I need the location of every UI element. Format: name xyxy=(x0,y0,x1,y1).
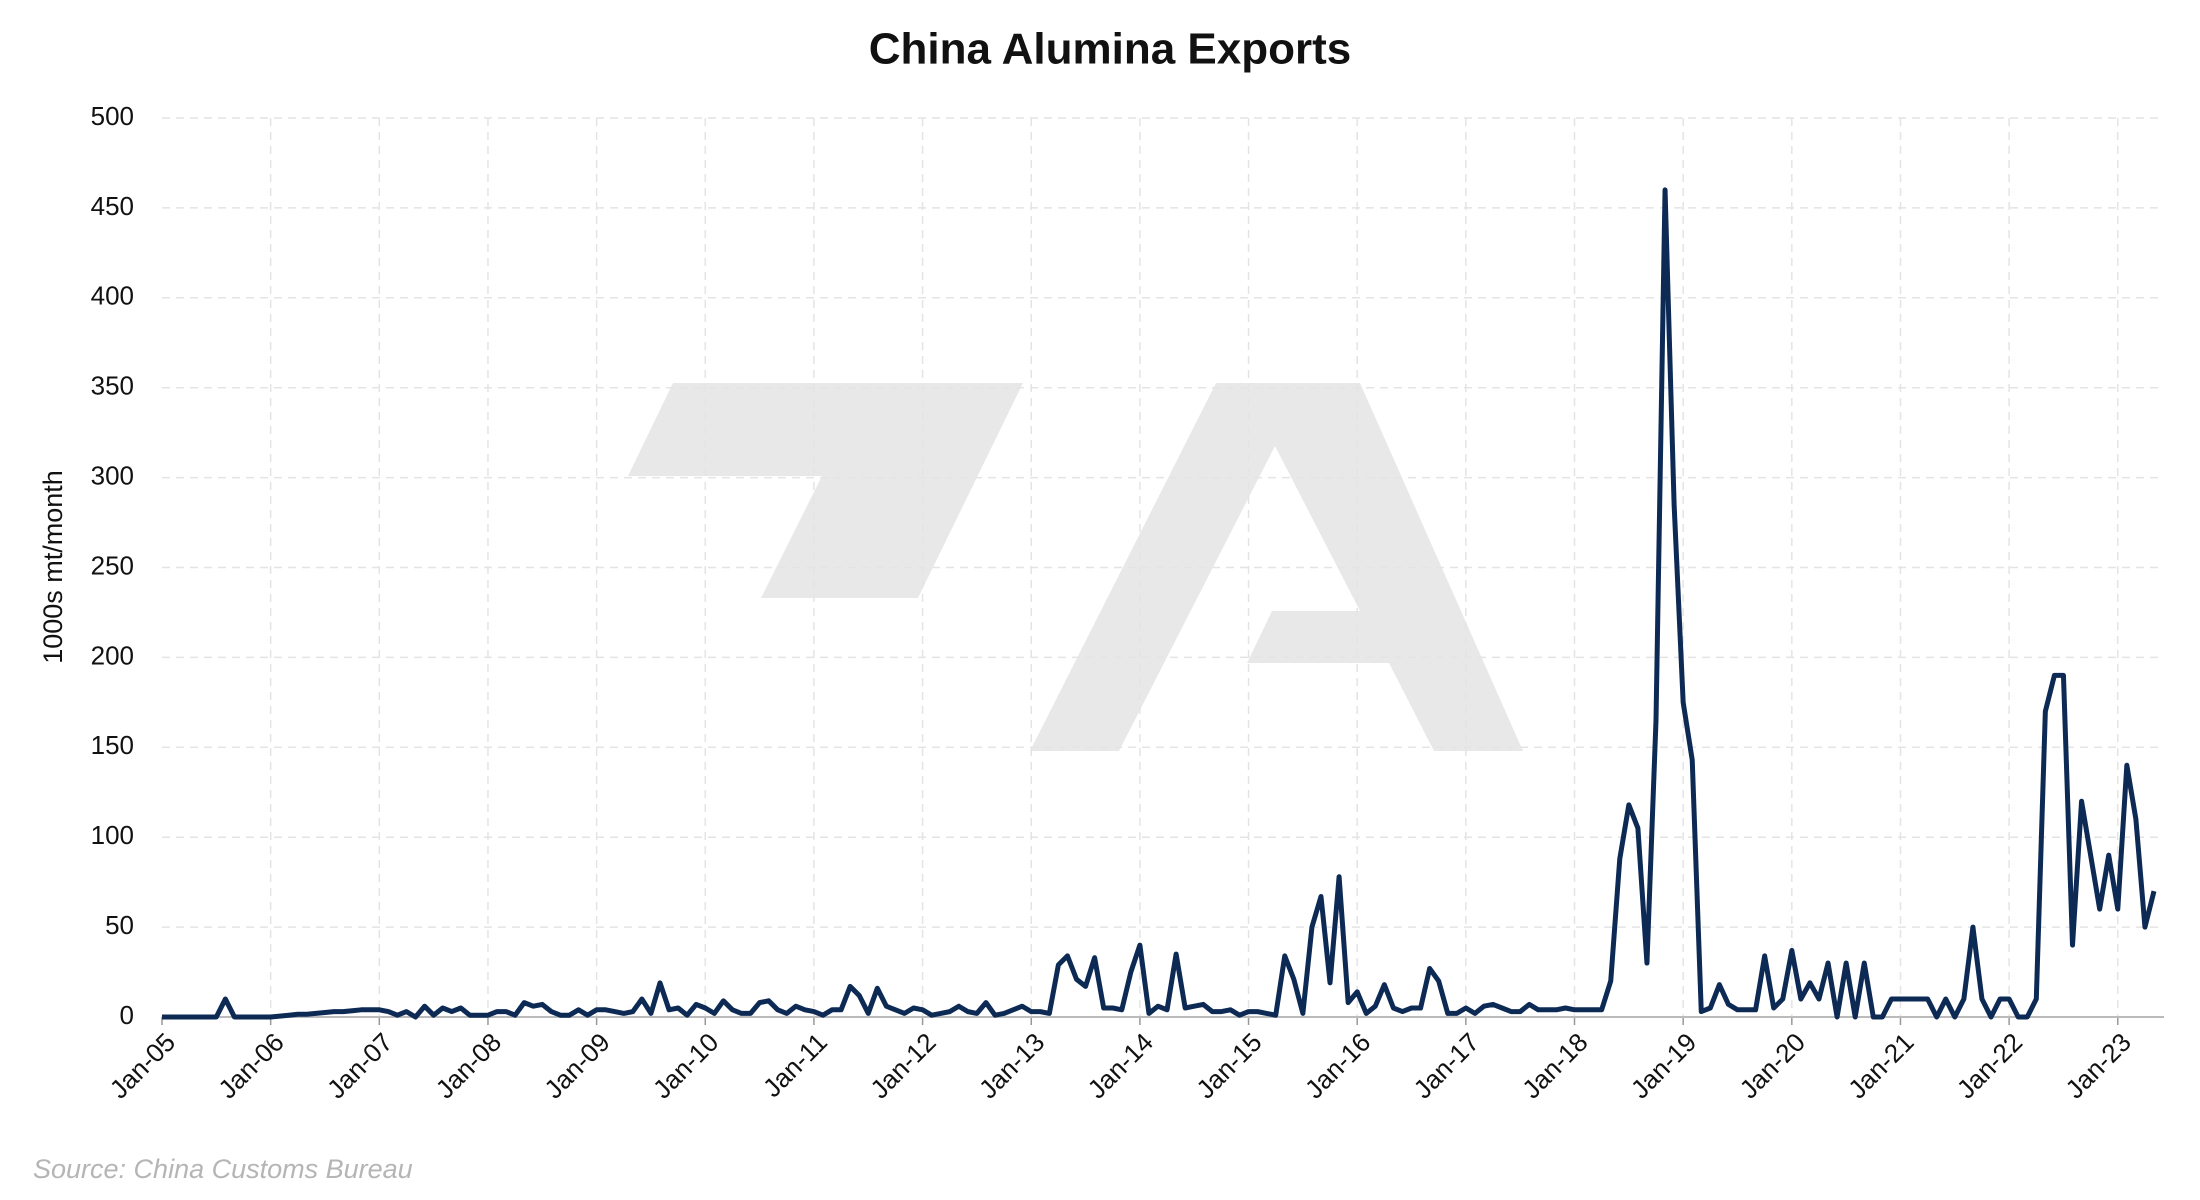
x-tick-label: Jan-22 xyxy=(1951,1027,2028,1104)
y-tick-label: 350 xyxy=(91,371,134,401)
y-tick-label: 150 xyxy=(91,730,134,760)
x-tick-label: Jan-06 xyxy=(212,1027,289,1104)
y-tick-label: 450 xyxy=(91,191,134,221)
x-tick-label: Jan-21 xyxy=(1842,1027,1919,1104)
y-tick-label: 500 xyxy=(91,101,134,131)
x-tick-label: Jan-12 xyxy=(864,1027,941,1104)
x-tick-label: Jan-09 xyxy=(538,1027,615,1104)
x-tick-label: Jan-16 xyxy=(1299,1027,1376,1104)
y-tick-label: 100 xyxy=(91,820,134,850)
y-tick-label: 0 xyxy=(120,1000,134,1030)
x-tick-label: Jan-14 xyxy=(1082,1027,1159,1104)
watermark xyxy=(628,383,1523,751)
x-tick-label: Jan-05 xyxy=(104,1027,181,1104)
y-tick-label: 250 xyxy=(91,550,134,580)
source-note: Source: China Customs Bureau xyxy=(33,1154,413,1184)
y-tick-label: 200 xyxy=(91,640,134,670)
chart-title: China Alumina Exports xyxy=(869,25,1351,74)
x-tick-label: Jan-20 xyxy=(1733,1027,1810,1104)
x-tick-label: Jan-17 xyxy=(1408,1027,1485,1104)
x-tick-label: Jan-07 xyxy=(321,1027,398,1104)
y-axis-label: 1000s mt/month xyxy=(38,470,68,664)
x-tick-label: Jan-23 xyxy=(2059,1027,2136,1104)
x-tick-label: Jan-15 xyxy=(1190,1027,1267,1104)
x-tick-label: Jan-18 xyxy=(1516,1027,1593,1104)
y-tick-label: 400 xyxy=(91,281,134,311)
y-tick-label: 50 xyxy=(105,910,134,940)
x-tick-label: Jan-13 xyxy=(973,1027,1050,1104)
y-tick-label: 300 xyxy=(91,460,134,490)
x-tick-label: Jan-10 xyxy=(647,1027,724,1104)
watermark-shape xyxy=(1030,383,1523,751)
x-tick-label: Jan-08 xyxy=(430,1027,507,1104)
x-tick-label: Jan-11 xyxy=(757,1027,833,1103)
series-line xyxy=(162,187,2157,1020)
watermark-shape xyxy=(628,383,1023,598)
x-tick-label: Jan-19 xyxy=(1625,1027,1702,1104)
